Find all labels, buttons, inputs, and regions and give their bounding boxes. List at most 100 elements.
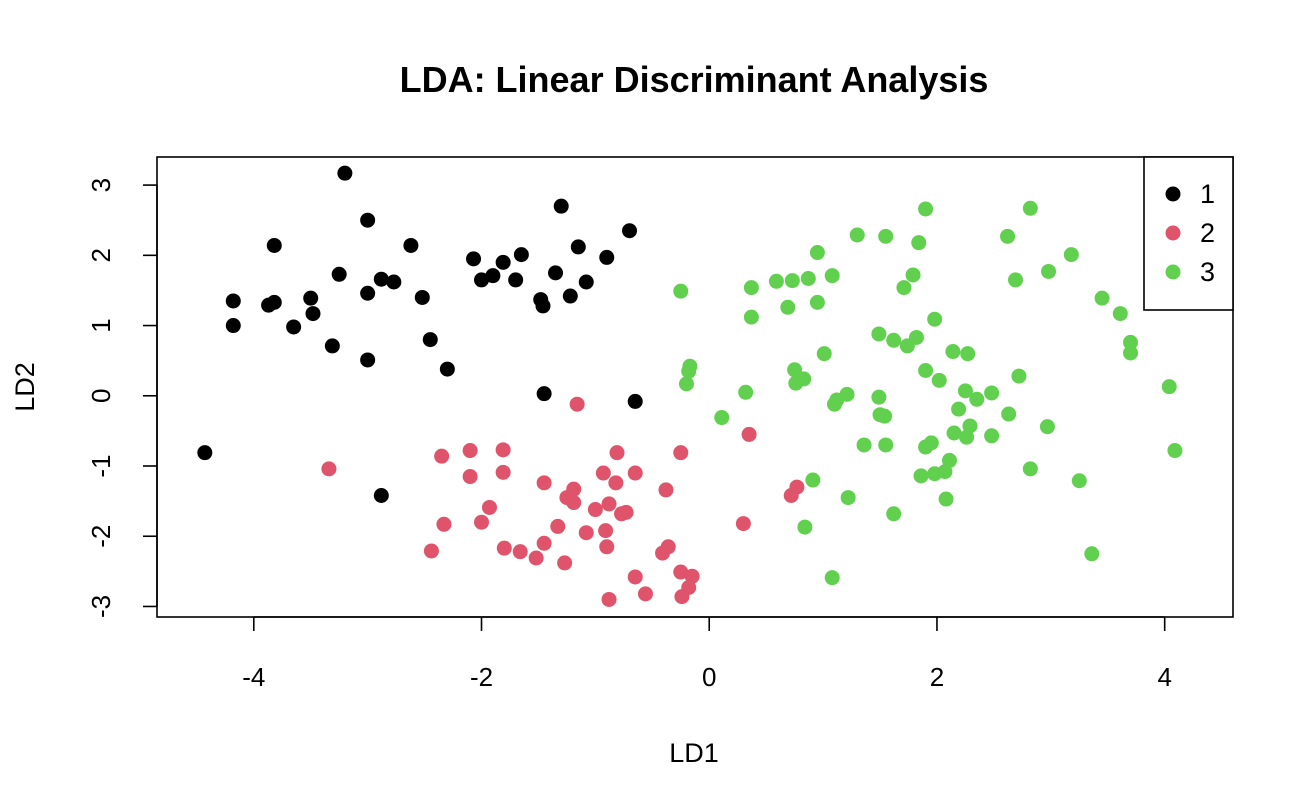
data-point <box>905 267 921 283</box>
y-tick-label: 0 <box>86 389 116 403</box>
data-point <box>877 408 893 424</box>
data-point <box>800 270 816 286</box>
data-point <box>1000 228 1016 244</box>
data-point <box>1008 272 1024 288</box>
legend-label-3: 3 <box>1200 257 1215 287</box>
legend-label-2: 2 <box>1200 218 1215 248</box>
x-tick-label: -4 <box>242 662 265 692</box>
data-point <box>816 346 832 362</box>
data-point <box>911 235 927 251</box>
data-point <box>780 299 796 315</box>
data-point <box>886 506 902 522</box>
x-tick-label: 2 <box>930 662 944 692</box>
chart-title: LDA: Linear Discriminant Analysis <box>400 59 989 100</box>
data-point <box>569 396 585 412</box>
data-point <box>331 266 347 282</box>
data-point <box>466 251 482 267</box>
data-point <box>1167 443 1183 459</box>
data-point <box>927 311 943 327</box>
data-point <box>787 362 803 378</box>
data-point <box>439 361 455 377</box>
data-point <box>1011 368 1027 384</box>
data-point <box>951 401 967 417</box>
data-point <box>496 540 512 556</box>
data-point <box>1041 263 1057 279</box>
data-point <box>373 271 389 287</box>
data-point <box>474 272 490 288</box>
data-point <box>599 539 615 555</box>
data-point <box>286 319 302 335</box>
data-point <box>578 274 594 290</box>
plot-frame <box>156 156 1234 618</box>
data-point <box>797 519 813 535</box>
data-point <box>658 482 674 498</box>
data-point <box>434 448 450 464</box>
data-point <box>678 376 694 392</box>
data-point <box>1022 461 1038 477</box>
data-point <box>1094 290 1110 306</box>
y-axis: -3 -2 -1 0 1 2 3 <box>86 178 158 618</box>
data-point <box>946 425 962 441</box>
data-point <box>495 464 511 480</box>
data-point <box>481 499 497 515</box>
data-point <box>508 272 524 288</box>
data-point <box>1112 306 1128 322</box>
y-tick-label: 2 <box>86 248 116 262</box>
data-point <box>913 468 929 484</box>
data-point <box>423 543 439 559</box>
legend-label-1: 1 <box>1200 179 1215 209</box>
y-tick-label: -1 <box>86 454 116 477</box>
x-tick-label: -2 <box>470 662 493 692</box>
data-point <box>566 495 582 511</box>
data-point <box>1022 200 1038 216</box>
data-point <box>918 439 934 455</box>
data-point <box>896 280 912 296</box>
data-point <box>528 550 544 566</box>
data-point <box>788 375 804 391</box>
data-point <box>738 384 754 400</box>
data-point <box>599 249 615 265</box>
data-point <box>886 332 902 348</box>
data-point <box>261 297 277 313</box>
data-point <box>743 309 759 325</box>
data-point <box>462 469 478 485</box>
data-point <box>871 389 887 405</box>
legend-marker-3 <box>1165 264 1181 280</box>
data-point <box>824 268 840 284</box>
data-point <box>535 298 551 314</box>
data-point <box>824 570 840 586</box>
y-tick-label: 1 <box>86 318 116 332</box>
y-axis-label: LD2 <box>10 362 40 412</box>
data-point <box>637 586 653 602</box>
data-point <box>743 280 759 296</box>
data-point <box>809 245 825 261</box>
data-point <box>960 346 976 362</box>
data-point <box>225 293 241 309</box>
y-tick-label: -2 <box>86 525 116 548</box>
data-point <box>984 385 1000 401</box>
data-point <box>598 523 614 539</box>
data-point <box>809 294 825 310</box>
data-points <box>197 165 1183 607</box>
data-point <box>360 352 376 368</box>
data-point <box>1161 379 1177 395</box>
data-point <box>403 237 419 253</box>
data-point <box>741 426 757 442</box>
data-point <box>899 338 915 354</box>
data-point <box>495 254 511 270</box>
data-point <box>414 289 430 305</box>
data-point <box>512 544 528 560</box>
y-tick-label: -3 <box>86 595 116 618</box>
data-point <box>627 393 643 409</box>
data-point <box>587 502 603 518</box>
data-point <box>536 535 552 551</box>
x-tick-label: 0 <box>702 662 716 692</box>
data-point <box>225 318 241 334</box>
data-point <box>337 165 353 181</box>
data-point <box>1001 406 1017 422</box>
data-point <box>627 465 643 481</box>
data-point <box>386 274 402 290</box>
data-point <box>673 283 689 299</box>
data-point <box>622 223 638 239</box>
